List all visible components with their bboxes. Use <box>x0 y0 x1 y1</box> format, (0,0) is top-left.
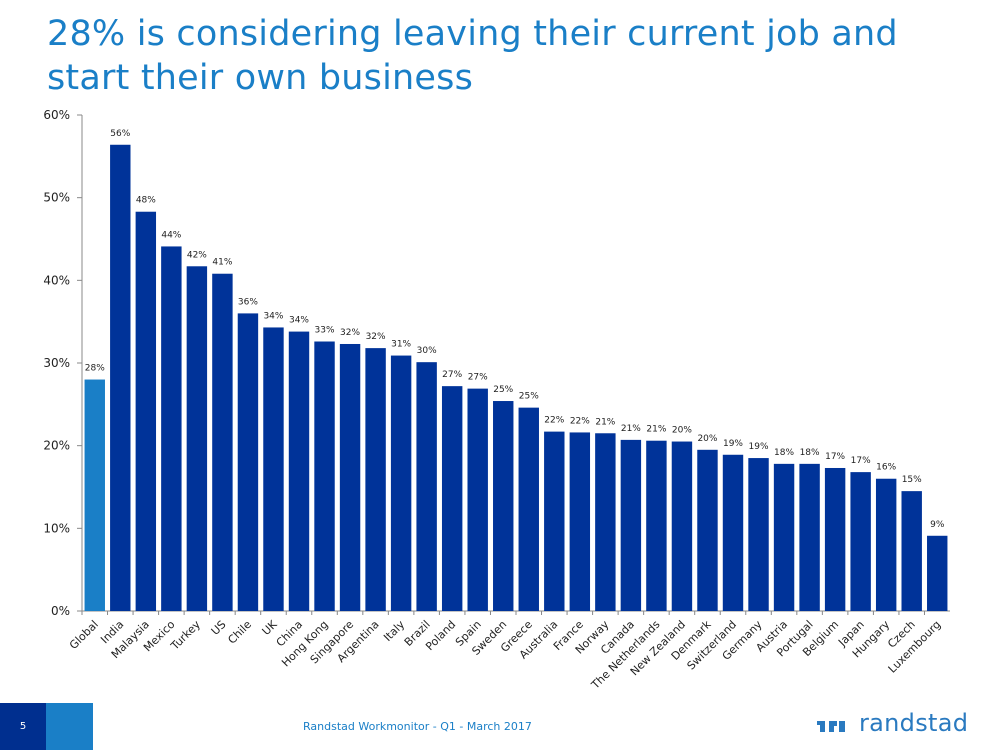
bar-new-zealand <box>671 441 693 611</box>
bar-sweden <box>493 401 514 611</box>
bar-turkey <box>186 266 208 611</box>
bar-spain <box>467 388 488 611</box>
randstad-logo: randstad <box>815 707 968 739</box>
data-label: 32% <box>366 332 386 342</box>
bar-australia <box>544 431 565 611</box>
bar-argentina <box>365 348 386 611</box>
source-text: Randstad Workmonitor - Q1 - March 2017 <box>303 720 532 733</box>
bar-singapore <box>339 343 361 611</box>
data-label: 22% <box>570 416 590 426</box>
data-label: 9% <box>930 520 945 530</box>
data-label: 42% <box>187 250 207 260</box>
data-label: 22% <box>544 416 564 426</box>
page-title: 28% is considering leaving their current… <box>47 14 898 98</box>
x-tick-label: US <box>209 618 229 638</box>
bar-denmark <box>697 449 718 611</box>
x-tick-label: UK <box>260 617 281 638</box>
bar-czech <box>901 491 922 611</box>
footer-page-block <box>0 703 46 750</box>
bar-luxembourg <box>927 535 948 611</box>
data-label: 27% <box>468 373 488 383</box>
data-label: 31% <box>391 340 411 350</box>
bar-chile <box>237 313 259 611</box>
bar-belgium <box>824 467 846 611</box>
page-number: 5 <box>19 721 27 732</box>
data-label: 16% <box>876 463 896 473</box>
data-label: 44% <box>161 230 181 240</box>
bar-italy <box>390 355 412 611</box>
data-label: 28% <box>85 364 105 374</box>
bar-portugal <box>799 463 820 611</box>
bar-global <box>84 379 105 611</box>
bar-switzerland <box>722 454 744 611</box>
data-label: 21% <box>646 425 666 435</box>
data-label: 25% <box>493 385 513 395</box>
data-label: 21% <box>621 424 641 434</box>
data-label: 20% <box>697 434 717 444</box>
y-tick-label: 40% <box>43 273 70 287</box>
data-label: 36% <box>238 297 258 307</box>
bar-the-netherlands <box>646 440 667 611</box>
x-tick-label: Global <box>67 618 101 652</box>
bar-austria <box>773 463 795 611</box>
y-tick-label: 60% <box>43 108 70 122</box>
data-label: 27% <box>442 370 462 380</box>
y-tick-label: 20% <box>43 439 70 453</box>
bar-germany <box>748 458 769 611</box>
bar-poland <box>441 386 463 611</box>
bar-hungary <box>875 478 897 611</box>
data-label: 34% <box>289 316 309 326</box>
data-label: 18% <box>800 448 820 458</box>
y-tick-label: 30% <box>43 356 70 370</box>
bar-greece <box>518 407 539 611</box>
data-label: 19% <box>749 442 769 452</box>
data-label: 15% <box>902 475 922 485</box>
data-label: 32% <box>340 328 360 338</box>
data-label: 17% <box>825 452 845 462</box>
bar-norway <box>595 433 616 611</box>
bar-japan <box>850 472 871 611</box>
data-label: 21% <box>595 417 615 427</box>
logo-wordmark: randstad <box>859 709 969 737</box>
bar-brazil <box>416 362 437 611</box>
data-label: 17% <box>851 456 871 466</box>
bar-us <box>212 273 233 611</box>
data-label: 20% <box>672 426 692 436</box>
bar-hong-kong <box>314 341 335 611</box>
data-label: 25% <box>519 392 539 402</box>
data-label: 56% <box>110 129 130 139</box>
bar-mexico <box>161 246 182 611</box>
bar-canada <box>620 439 642 611</box>
data-label: 33% <box>315 326 335 336</box>
y-tick-label: 0% <box>51 604 70 618</box>
data-label: 34% <box>263 311 283 321</box>
data-label: 19% <box>723 439 743 449</box>
bar-uk <box>263 327 284 611</box>
data-label: 48% <box>136 196 156 206</box>
bar-india <box>110 144 131 611</box>
x-tick-label: Chile <box>225 618 254 647</box>
data-label: 41% <box>212 258 232 268</box>
data-label: 30% <box>417 346 437 356</box>
bar-malaysia <box>135 211 157 611</box>
bar-france <box>569 432 591 611</box>
data-label: 18% <box>774 448 794 458</box>
footer-bar: 5 <box>0 703 93 750</box>
randstad-logo-icon <box>817 721 845 732</box>
y-tick-label: 10% <box>43 521 70 535</box>
y-tick-label: 50% <box>43 191 70 205</box>
bar-china <box>288 331 310 611</box>
